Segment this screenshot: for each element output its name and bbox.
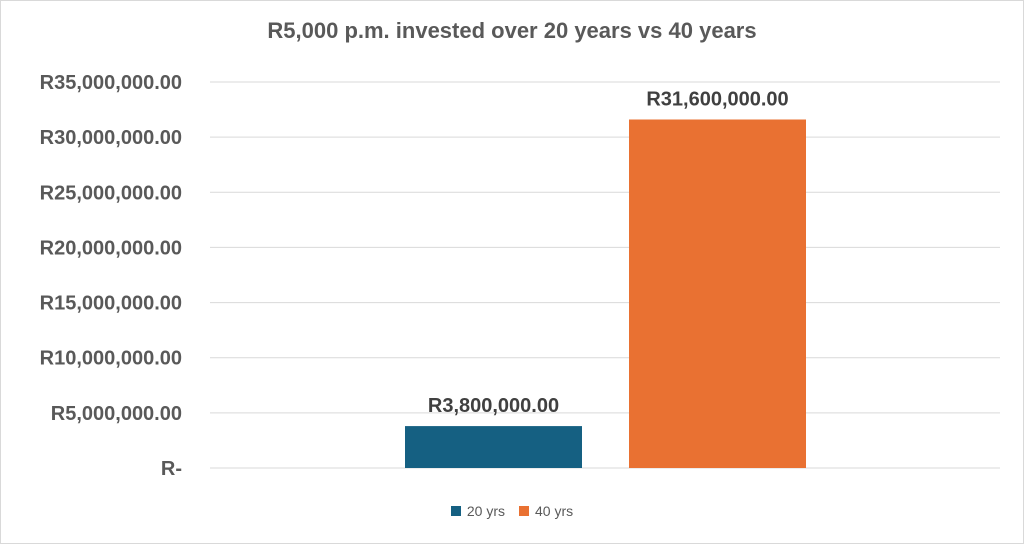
y-tick-label: R10,000,000.00 [40, 348, 182, 370]
legend: 20 yrs 40 yrs [0, 503, 1024, 519]
data-label-20-yrs: R3,800,000.00 [428, 395, 559, 417]
data-label-40-yrs: R31,600,000.00 [646, 88, 788, 110]
y-tick-label: R25,000,000.00 [40, 182, 182, 204]
legend-label-40-yrs: 40 yrs [535, 503, 574, 519]
legend-item-20-yrs: 20 yrs [450, 503, 505, 519]
legend-swatch-40-yrs [519, 506, 529, 516]
bar-20-yrs [405, 426, 582, 468]
y-tick-label: R35,000,000.00 [40, 72, 182, 94]
legend-swatch-20-yrs [450, 506, 461, 516]
legend-item-40-yrs: 40 yrs [519, 503, 573, 519]
y-tick-label: R5,000,000.00 [51, 403, 182, 425]
y-tick-label: R15,000,000.00 [40, 293, 182, 315]
chart-title: R5,000 p.m. invested over 20 years vs 40… [267, 18, 757, 43]
y-tick-label: R- [161, 458, 182, 480]
y-tick-label: R20,000,000.00 [40, 237, 182, 259]
y-tick-label: R30,000,000.00 [40, 127, 182, 149]
legend-label-20-yrs: 20 yrs [466, 503, 505, 519]
bar-40-yrs [629, 119, 806, 469]
